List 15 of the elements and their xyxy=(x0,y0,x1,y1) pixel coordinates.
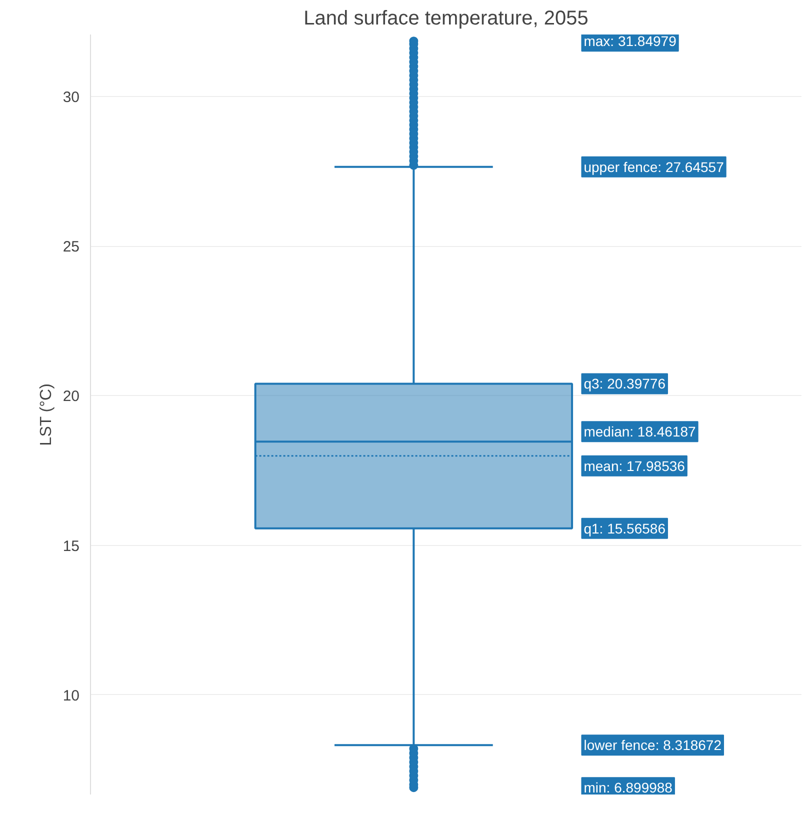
y-tick-label: 30 xyxy=(62,88,80,106)
annotation: upper fence: 27.64557 xyxy=(584,158,724,175)
y-tick-label: 10 xyxy=(62,687,80,704)
y-axis-title: LST (°C) xyxy=(38,384,55,446)
annotation: q3: 20.39776 xyxy=(584,376,666,392)
annotation: q1: 15.56586 xyxy=(584,520,666,536)
chart-title: Land surface temperature, 2055 xyxy=(304,8,588,30)
annotation: mean: 17.98536 xyxy=(584,458,686,474)
y-tick-label: 20 xyxy=(62,388,80,406)
y-tick-label: 15 xyxy=(62,538,80,555)
annotation: median: 18.46187 xyxy=(584,424,696,440)
annotation: min: 6.899988 xyxy=(584,780,673,796)
annotation: max: 31.84979 xyxy=(584,33,677,50)
y-tick-label: 25 xyxy=(62,238,80,256)
annotation: lower fence: 8.318672 xyxy=(584,737,722,754)
